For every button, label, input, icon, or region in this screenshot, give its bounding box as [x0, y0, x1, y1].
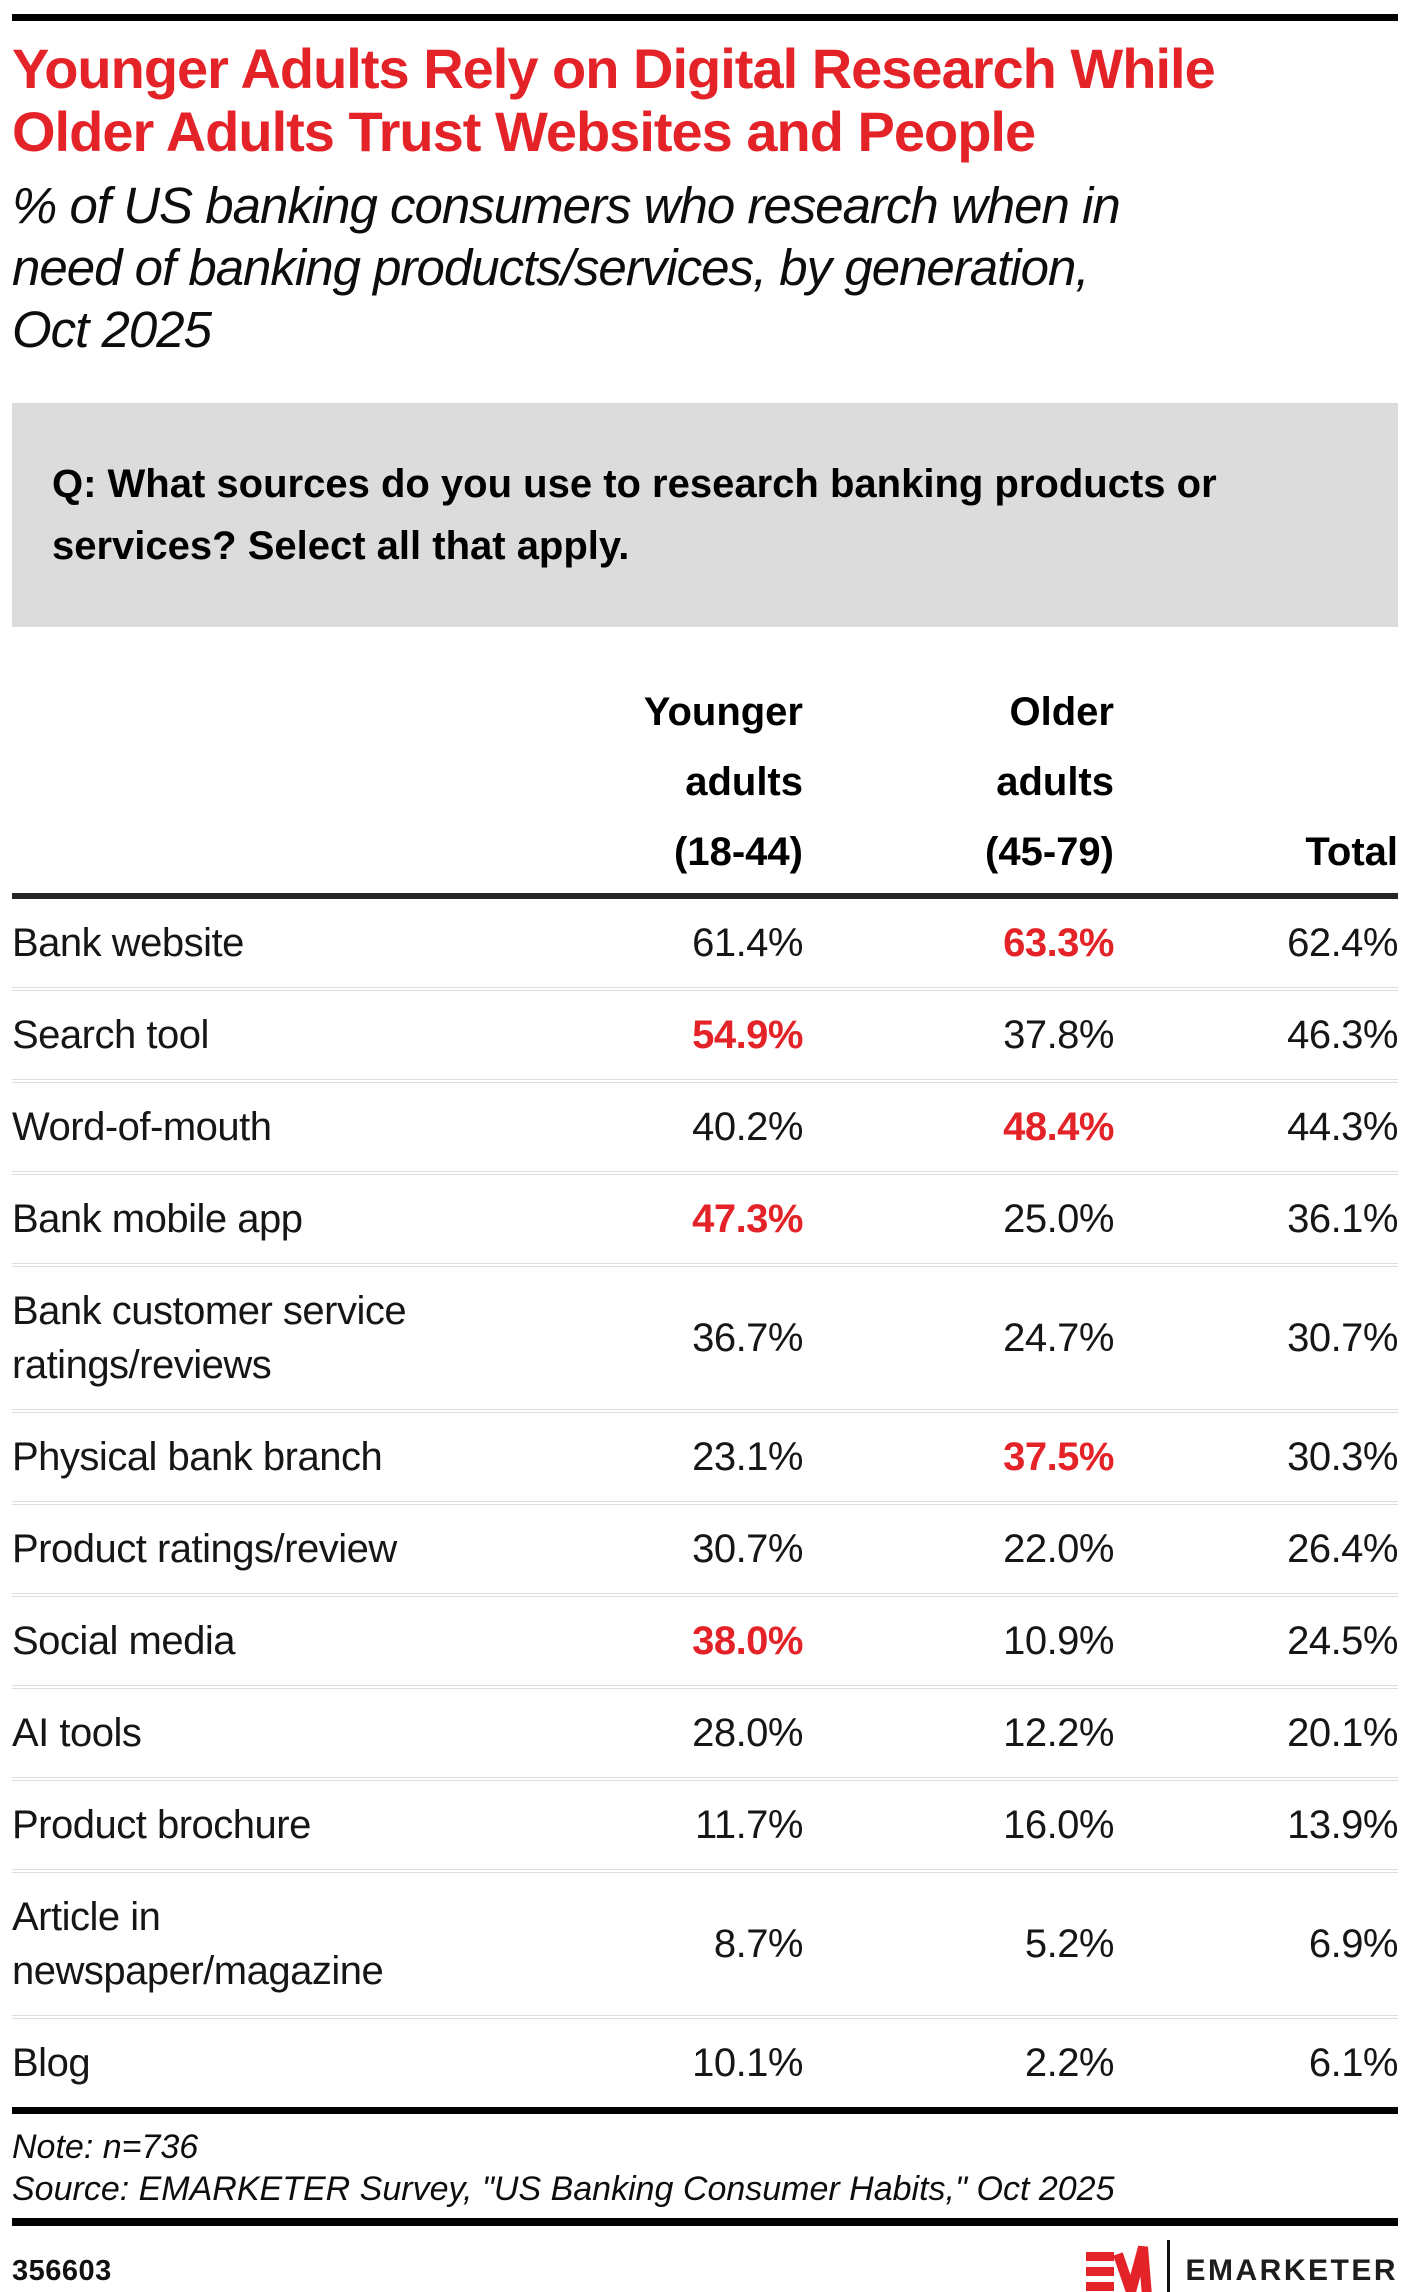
- row-value-younger: 10.1%: [692, 2041, 803, 2085]
- table-row: Word-of-mouth 40.2% 48.4% 44.3%: [12, 1079, 1399, 1171]
- table-row: Bank customer service ratings/reviews 36…: [12, 1263, 1399, 1409]
- table-row: Bank mobile app 47.3% 25.0% 36.1%: [12, 1171, 1399, 1263]
- row-value-total: 62.4%: [1287, 921, 1398, 965]
- question-text-line1: Q: What sources do you use to research b…: [52, 462, 1217, 506]
- row-value-older: 37.5%: [1003, 1435, 1114, 1479]
- row-value-younger: 23.1%: [692, 1435, 803, 1479]
- row-value-total: 24.5%: [1287, 1619, 1398, 1663]
- row-value-older: 10.9%: [1003, 1619, 1114, 1663]
- table-row: Blog 10.1% 2.2% 6.1%: [12, 2015, 1399, 2107]
- row-value-total: 6.1%: [1308, 2041, 1399, 2085]
- row-value-total: 44.3%: [1287, 1105, 1398, 1149]
- row-value-total: 13.9%: [1287, 1803, 1398, 1847]
- row-value-younger: 28.0%: [692, 1711, 803, 1755]
- column-header-younger-line1: Younger: [643, 690, 803, 734]
- table-row: Physical bank branch 23.1% 37.5% 30.3%: [12, 1409, 1399, 1501]
- row-value-younger: 47.3%: [692, 1197, 803, 1241]
- row-value-younger: 36.7%: [692, 1316, 803, 1360]
- column-header-younger-line3: (18-44): [674, 830, 803, 874]
- column-header-younger-line2: adults: [685, 760, 803, 804]
- row-value-younger: 40.2%: [692, 1105, 803, 1149]
- column-header-older-line1: Older: [1009, 690, 1114, 734]
- row-value-total: 26.4%: [1287, 1527, 1398, 1571]
- column-header-older-line2: adults: [996, 760, 1114, 804]
- row-label: Physical bank branch: [12, 1435, 383, 1479]
- row-value-older: 22.0%: [1003, 1527, 1114, 1571]
- top-rule: [12, 14, 1398, 21]
- row-value-total: 30.7%: [1287, 1316, 1398, 1360]
- column-header-total-line1: Total: [1305, 830, 1398, 874]
- table-body: Bank website 61.4% 63.3% 62.4% Search to…: [12, 899, 1399, 2107]
- row-value-older: 2.2%: [1024, 2041, 1115, 2085]
- table-row: Social media 38.0% 10.9% 24.5%: [12, 1593, 1399, 1685]
- row-value-younger: 8.7%: [713, 1922, 804, 1966]
- emarketer-logo: EMARKETER: [1086, 2240, 1398, 2292]
- table-row: Search tool 54.9% 37.8% 46.3%: [12, 987, 1399, 1079]
- em-logo-mark-icon: [1086, 2245, 1153, 2292]
- table-row: Product brochure 11.7% 16.0% 13.9%: [12, 1777, 1399, 1869]
- row-label: Product brochure: [12, 1803, 311, 1847]
- row-value-older: 24.7%: [1003, 1316, 1114, 1360]
- table-row: AI tools 28.0% 12.2% 20.1%: [12, 1685, 1399, 1777]
- row-value-older: 48.4%: [1003, 1105, 1114, 1149]
- row-value-younger: 38.0%: [692, 1619, 803, 1663]
- logo-divider: [1167, 2240, 1171, 2292]
- row-value-total: 36.1%: [1287, 1197, 1398, 1241]
- note-text: Note: n=736: [12, 2128, 199, 2166]
- row-label: Bank customer service ratings/reviews: [12, 1289, 407, 1387]
- row-value-total: 20.1%: [1287, 1711, 1398, 1755]
- row-label: Social media: [12, 1619, 236, 1663]
- emarketer-wordmark: EMARKETER: [1185, 2254, 1398, 2287]
- header-rule: [12, 893, 1398, 899]
- chart-subtitle-line1: % of US banking consumers who research w…: [12, 177, 1121, 234]
- column-header-younger: Younger adults (18-44): [492, 677, 803, 887]
- chart-subtitle-line3: Oct 2025: [12, 301, 212, 358]
- chart-subtitle-line2: need of banking products/services, by ge…: [12, 239, 1090, 296]
- row-value-younger: 30.7%: [692, 1527, 803, 1571]
- column-header-older-line3: (45-79): [985, 830, 1114, 874]
- row-label: Article in newspaper/magazine: [12, 1895, 384, 1993]
- row-value-older: 16.0%: [1003, 1803, 1114, 1847]
- row-label: Product ratings/review: [12, 1527, 397, 1571]
- row-label: Blog: [12, 2041, 91, 2085]
- row-value-total: 46.3%: [1287, 1013, 1398, 1057]
- row-label: Search tool: [12, 1013, 209, 1057]
- row-value-older: 5.2%: [1024, 1922, 1115, 1966]
- row-value-older: 12.2%: [1003, 1711, 1114, 1755]
- source-text: Source: EMARKETER Survey, "US Banking Co…: [12, 2170, 1115, 2208]
- row-value-younger: 54.9%: [692, 1013, 803, 1057]
- question-text-line2: services? Select all that apply.: [52, 524, 630, 568]
- table-row: Article in newspaper/magazine 8.7% 5.2% …: [12, 1869, 1399, 2015]
- chart-title-line1: Younger Adults Rely on Digital Research …: [12, 37, 1216, 100]
- chart-title-line2: Older Adults Trust Websites and People: [12, 100, 1036, 163]
- row-value-total: 6.9%: [1308, 1922, 1399, 1966]
- table-header: Younger adults (18-44) Older adults (45-…: [12, 677, 1398, 887]
- footer-rule: [12, 2218, 1398, 2226]
- chart-id: 356603: [12, 2254, 112, 2287]
- row-label: AI tools: [12, 1711, 142, 1755]
- chart-title: Younger Adults Rely on Digital Research …: [12, 37, 1398, 163]
- table-row: Product ratings/review 30.7% 22.0% 26.4%: [12, 1501, 1399, 1593]
- column-header-total: Total: [1114, 817, 1398, 887]
- question-box: Q: What sources do you use to research b…: [12, 403, 1398, 627]
- row-label: Bank website: [12, 921, 244, 965]
- footer-bar: 356603 EMARKETER: [12, 2226, 1398, 2292]
- row-value-older: 25.0%: [1003, 1197, 1114, 1241]
- row-value-older: 37.8%: [1003, 1013, 1114, 1057]
- row-value-younger: 11.7%: [695, 1803, 803, 1847]
- table-row: Bank website 61.4% 63.3% 62.4%: [12, 899, 1399, 987]
- row-value-older: 63.3%: [1003, 921, 1114, 965]
- column-header-older: Older adults (45-79): [803, 677, 1114, 887]
- chart-subtitle: % of US banking consumers who research w…: [12, 175, 1398, 361]
- row-value-total: 30.3%: [1287, 1435, 1398, 1479]
- table-bottom-rule: [12, 2107, 1398, 2114]
- row-label: Word-of-mouth: [12, 1105, 272, 1149]
- row-value-younger: 61.4%: [692, 921, 803, 965]
- row-label: Bank mobile app: [12, 1197, 303, 1241]
